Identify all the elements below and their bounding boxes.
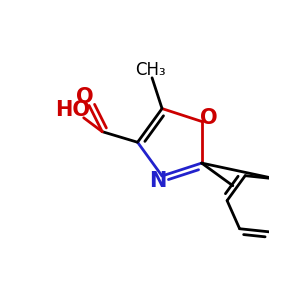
Text: HO: HO [56,100,90,120]
Text: O: O [76,87,94,107]
Text: CH₃: CH₃ [135,61,166,80]
Text: N: N [149,171,166,191]
Text: O: O [200,108,218,127]
